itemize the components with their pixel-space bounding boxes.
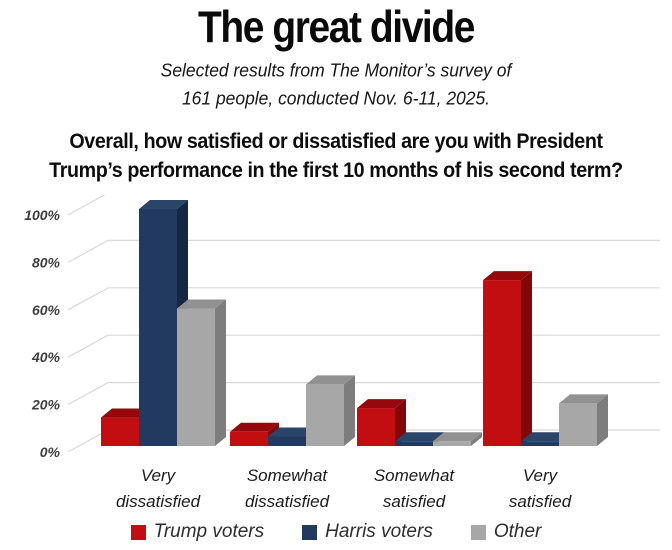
legend-item-other: Other: [470, 521, 542, 543]
bar-harris-voters-somewhat-satisfied-top: [395, 432, 444, 442]
y-axis-label: 40%: [31, 349, 61, 365]
subtitle: Selected results from The Monitor’s surv…: [10, 57, 662, 113]
legend-item-harris-voters: Harris voters: [302, 521, 433, 543]
bar-trump-voters-very-satisfied-side: [521, 271, 532, 446]
bar-trump-voters-very-dissatisfied-top: [101, 408, 150, 418]
x-label-line-2: dissatisfied: [115, 492, 201, 511]
x-axis-label-very-dissatisfied: Very dissatisfied: [83, 463, 233, 515]
x-label-line-2: satisfied: [382, 492, 446, 511]
bar-other-very-dissatisfied: [177, 308, 215, 446]
legend-item-trump-voters: Trump voters: [130, 521, 265, 543]
bar-trump-voters-very-dissatisfied: [101, 417, 139, 446]
bar-harris-voters-very-satisfied-top: [521, 432, 570, 442]
x-label-line-1: Somewhat: [373, 466, 455, 485]
legend-swatch-other-icon: [470, 524, 486, 540]
x-axis-label-somewhat-dissatisfied: Somewhat dissatisfied: [212, 463, 362, 515]
bar-trump-voters-very-satisfied: [483, 280, 521, 446]
bar-other-very-dissatisfied-side: [215, 299, 226, 446]
bar-harris-voters-somewhat-dissatisfied: [268, 436, 306, 446]
gridline-20: [67, 382, 660, 406]
question-line-1: Overall, how satisfied or dissatisfied a…: [69, 129, 603, 153]
chart-legend: Trump voters Harris voters Other: [0, 517, 672, 547]
survey-question: Overall, how satisfied or dissatisfied a…: [13, 127, 658, 185]
bar-other-somewhat-satisfied-side: [471, 432, 482, 446]
bar-trump-voters-somewhat-satisfied: [357, 408, 395, 446]
bar-other-very-satisfied-top: [559, 394, 608, 404]
bar-other-somewhat-satisfied-top: [433, 432, 482, 442]
legend-label: Other: [493, 521, 542, 542]
bar-chart: 100% 80% 60% 40% 20% 0%: [0, 192, 672, 460]
x-axis-label-somewhat-satisfied: Somewhat satisfied: [339, 463, 489, 515]
legend-label: Harris voters: [325, 521, 433, 542]
bar-harris-voters-somewhat-dissatisfied-top: [268, 427, 317, 437]
bar-other-very-dissatisfied-top: [177, 299, 226, 309]
bar-other-somewhat-dissatisfied-side: [344, 375, 355, 446]
gridline-80: [67, 239, 660, 263]
bar-other-somewhat-dissatisfied: [306, 384, 344, 446]
chart-canvas: 100% 80% 60% 40% 20% 0%: [24, 192, 660, 460]
bar-trump-voters-somewhat-satisfied-top: [357, 399, 406, 409]
y-axis-label: 20%: [31, 397, 61, 413]
bar-harris-voters-very-satisfied: [521, 441, 559, 446]
legend-swatch-trump-voters-icon: [130, 524, 146, 540]
gridline-40: [67, 334, 660, 358]
gridline-60: [67, 287, 660, 311]
bar-trump-voters-very-satisfied-top: [483, 271, 532, 281]
subtitle-line-1: Selected results from The Monitor’s surv…: [160, 60, 512, 81]
x-label-line-1: Very: [522, 466, 558, 485]
bar-harris-voters-very-dissatisfied-top: [139, 200, 188, 209]
legend-label: Trump voters: [153, 521, 265, 542]
question-line-2: Trump’s performance in the first 10 mont…: [49, 158, 623, 183]
bar-other-somewhat-dissatisfied-top: [306, 375, 355, 385]
y-axis-label: 100%: [24, 207, 60, 223]
bar-other-somewhat-satisfied: [433, 441, 471, 446]
x-label-line-1: Somewhat: [246, 466, 328, 485]
legend-swatch-harris-voters-icon: [302, 524, 318, 540]
bar-trump-voters-somewhat-dissatisfied: [230, 431, 268, 446]
x-label-line-2: dissatisfied: [244, 492, 330, 511]
y-axis-label: 80%: [32, 254, 61, 270]
bar-other-very-satisfied-side: [597, 394, 608, 446]
subtitle-line-2: 161 people, conducted Nov. 6-11, 2025.: [181, 87, 491, 109]
bar-harris-voters-somewhat-satisfied: [395, 441, 433, 446]
x-label-line-2: satisfied: [508, 492, 572, 511]
bar-harris-voters-very-dissatisfied: [139, 209, 177, 446]
y-axis-label: 60%: [32, 302, 61, 318]
bar-trump-voters-somewhat-satisfied-side: [395, 399, 406, 446]
bar-other-very-satisfied: [559, 403, 597, 446]
x-label-line-1: Very: [140, 466, 176, 485]
page-title: The great divide: [198, 2, 475, 52]
y-axis-label: 0%: [40, 444, 61, 460]
bar-trump-voters-somewhat-dissatisfied-top: [230, 422, 279, 432]
x-axis-label-very-satisfied: Very satisfied: [465, 463, 615, 515]
